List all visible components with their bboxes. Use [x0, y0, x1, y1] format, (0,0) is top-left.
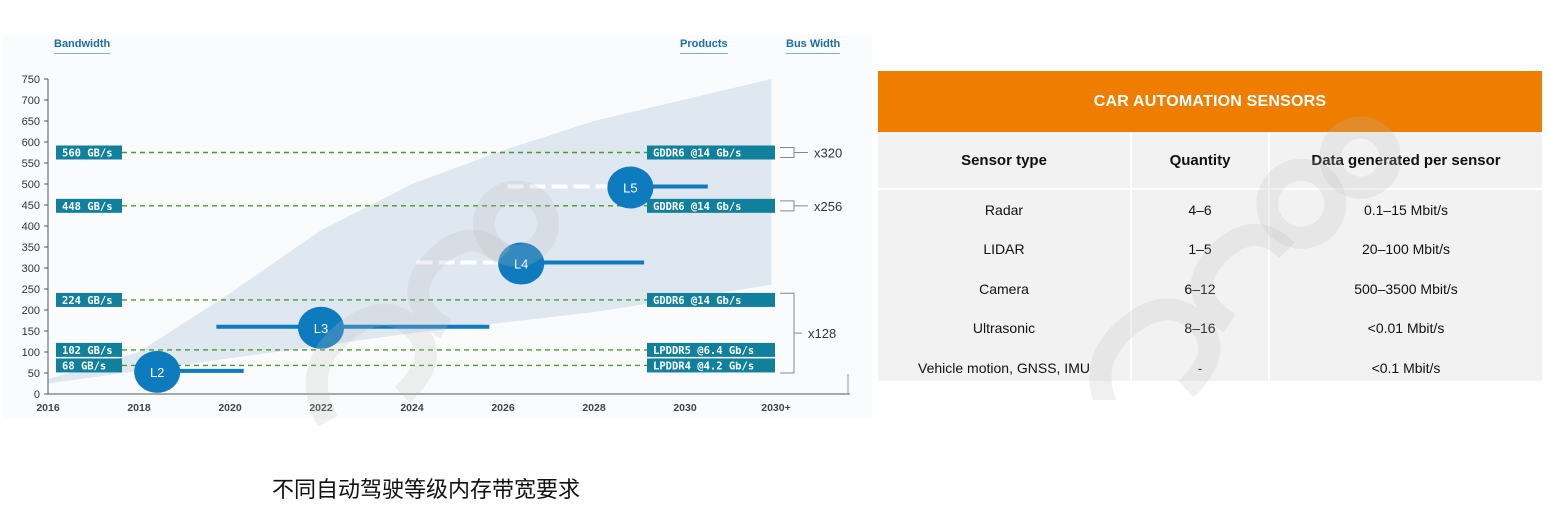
- cell-data-rate: 0.1–15 Mbit/s: [1268, 189, 1542, 230]
- cell-quantity: 6–12: [1130, 269, 1269, 309]
- product-label: LPDDR4 @4.2 Gb/s: [653, 360, 754, 372]
- product-label-box: [647, 358, 775, 373]
- cell-data-rate: <0.1 Mbit/s: [1268, 348, 1542, 388]
- product-label: GDDR6 @14 Gb/s: [653, 201, 742, 213]
- autonomy-level-marker: [134, 350, 181, 393]
- sensor-table: Sensor type Quantity Data generated per …: [878, 132, 1542, 388]
- bandwidth-label: 68 GB/s: [62, 360, 106, 372]
- y-tick-label: 250: [22, 284, 40, 296]
- autonomy-level-label: L4: [514, 257, 528, 272]
- cell-sensor-type: Camera: [979, 280, 1029, 297]
- table-row: Vehicle motion, GNSS, IMU - <0.1 Mbit/s: [878, 348, 1542, 388]
- y-tick-label: 550: [22, 158, 40, 170]
- cell-quantity: 4–6: [1130, 189, 1269, 230]
- x-tick-label: 2030: [673, 402, 697, 414]
- product-label: GDDR6 @14 Gb/s: [653, 148, 742, 160]
- product-label-box: [647, 342, 775, 357]
- product-label: GDDR6 @14 Gb/s: [653, 295, 742, 307]
- bandwidth-chart: 0 50 100 150 200 250 300 350 400 450 500 550 600 650 7…: [2, 35, 872, 418]
- table-row: Radar 4–6 0.1–15 Mbit/s: [878, 189, 1542, 230]
- col-header-data-rate: Data generated per sensor: [1268, 132, 1542, 190]
- cell-sensor-type: LIDAR: [983, 241, 1025, 258]
- x-tick-label: 2018: [127, 402, 151, 414]
- autonomy-level-label: L5: [623, 181, 637, 196]
- x-tick-label: 2026: [491, 402, 515, 414]
- y-tick-label: 400: [22, 221, 40, 233]
- bus-width-label: x320: [814, 146, 842, 161]
- y-tick-label: 300: [22, 263, 40, 275]
- bandwidth-label-box: [56, 358, 122, 373]
- y-tick-label: 450: [22, 200, 40, 212]
- bandwidth-header: Bandwidth: [54, 38, 111, 54]
- y-tick-label: 600: [22, 137, 40, 149]
- cell-quantity: 8–16: [1130, 308, 1269, 348]
- sensor-table-panel: CAR AUTOMATION SENSORS Sensor type Quant…: [878, 71, 1542, 388]
- bandwidth-label-box: [56, 198, 122, 213]
- y-tick-label: 350: [22, 242, 40, 254]
- autonomy-level-label: L2: [150, 365, 164, 380]
- y-tick-label: 650: [22, 116, 40, 128]
- autonomy-level-marker: [298, 306, 344, 349]
- cell-data-rate: 500–3500 Mbit/s: [1268, 269, 1542, 309]
- col-header-quantity: Quantity: [1130, 132, 1269, 190]
- bus-width-bracket: [780, 147, 808, 158]
- table-row: Camera 6–12 500–3500 Mbit/s: [878, 269, 1542, 309]
- x-tick-label: 2030+: [761, 402, 791, 414]
- sensor-table-title: CAR AUTOMATION SENSORS: [878, 71, 1542, 132]
- x-tick-label: 2016: [36, 402, 60, 414]
- table-row: LIDAR 1–5 20–100 Mbit/s: [878, 229, 1542, 269]
- bus-width-bracket: [780, 200, 808, 212]
- cell-sensor-type: Vehicle motion, GNSS, IMU: [918, 359, 1090, 376]
- bus-width-label: x128: [808, 326, 836, 341]
- bandwidth-label-box: [56, 342, 122, 357]
- autonomy-level-label: L3: [314, 321, 328, 336]
- y-tick-label: 150: [22, 326, 40, 338]
- bandwidth-label: 448 GB/s: [62, 201, 113, 213]
- x-tick-label: 2022: [309, 402, 333, 414]
- bus-width-bracket: [780, 292, 802, 374]
- product-label-box: [647, 292, 775, 307]
- cell-sensor-type: Ultrasonic: [972, 320, 1036, 337]
- chart-caption: 不同自动驾驶等级内存带宽要求: [272, 478, 581, 503]
- y-tick-label: 200: [22, 305, 40, 317]
- cell-data-rate: 20–100 Mbit/s: [1268, 229, 1542, 269]
- y-tick-label: 500: [22, 179, 40, 191]
- x-tick-label: 2020: [218, 402, 242, 414]
- bus-width-label: x256: [814, 199, 842, 214]
- chart-svg: 0 50 100 150 200 250 300 350 400 450 500 550 600 650 7…: [22, 74, 850, 414]
- bandwidth-label: 102 GB/s: [62, 345, 113, 357]
- bandwidth-label: 224 GB/s: [62, 295, 113, 307]
- y-tick-label: 0: [34, 389, 40, 401]
- cell-data-rate: <0.01 Mbit/s: [1268, 308, 1542, 348]
- bus-width-header: Bus Width: [786, 38, 841, 54]
- x-tick-label: 2024: [400, 402, 424, 414]
- product-label-box: [647, 198, 775, 213]
- cell-quantity: 1–5: [1130, 229, 1269, 269]
- bandwidth-range-band: [48, 79, 772, 384]
- product-label: LPDDR5 @6.4 Gb/s: [653, 345, 754, 357]
- bandwidth-label: 560 GB/s: [62, 148, 113, 160]
- x-tick-label: 2028: [582, 402, 606, 414]
- table-header-row: Sensor type Quantity Data generated per …: [878, 132, 1542, 190]
- bandwidth-label-box: [56, 145, 122, 160]
- cell-quantity: -: [1130, 348, 1269, 388]
- table-row: Ultrasonic 8–16 <0.01 Mbit/s: [878, 308, 1542, 348]
- products-header: Products: [680, 38, 728, 54]
- y-tick-label: 750: [22, 74, 40, 86]
- y-tick-label: 100: [22, 347, 40, 359]
- product-label-box: [647, 145, 775, 160]
- col-header-sensor-type: Sensor type: [878, 132, 1131, 190]
- bandwidth-label-box: [56, 292, 122, 307]
- y-tick-label: 50: [28, 368, 40, 380]
- autonomy-level-marker: [498, 242, 545, 285]
- autonomy-level-marker: [607, 166, 654, 209]
- y-tick-label: 700: [22, 95, 40, 107]
- cell-sensor-type: Radar: [984, 201, 1024, 218]
